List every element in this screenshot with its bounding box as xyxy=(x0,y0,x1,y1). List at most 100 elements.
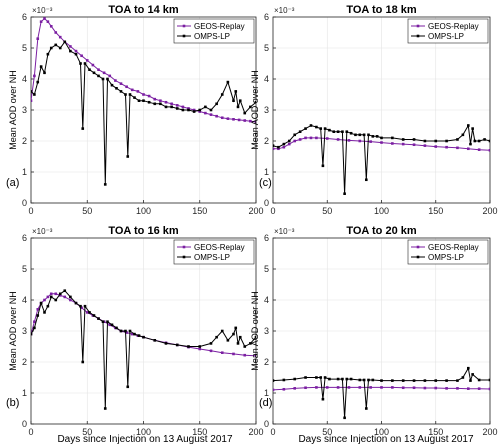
data-point xyxy=(101,77,105,81)
data-point xyxy=(238,335,242,339)
data-point xyxy=(58,292,62,296)
data-point xyxy=(412,143,416,147)
y-tick-label: 5 xyxy=(22,43,27,53)
series-geos-replay xyxy=(273,386,490,392)
data-point xyxy=(97,317,100,320)
y-tick-label: 6 xyxy=(264,233,269,243)
data-point xyxy=(133,332,136,336)
data-point xyxy=(153,339,157,342)
data-point xyxy=(471,373,474,376)
data-point xyxy=(336,377,340,381)
data-point xyxy=(79,304,82,308)
series-line xyxy=(31,293,256,357)
data-point xyxy=(204,111,207,115)
data-point xyxy=(488,378,490,382)
data-point xyxy=(273,379,275,382)
data-point xyxy=(304,376,307,379)
data-point xyxy=(108,323,112,327)
data-point xyxy=(108,74,112,78)
data-point xyxy=(102,71,106,75)
data-point xyxy=(46,304,50,308)
data-point xyxy=(69,49,72,53)
legend-box xyxy=(407,18,489,44)
data-point xyxy=(336,138,340,141)
data-point xyxy=(380,136,383,140)
data-point xyxy=(412,379,416,382)
data-point xyxy=(401,138,405,141)
legend-label: OMPS-LP xyxy=(428,32,464,41)
data-point xyxy=(254,335,256,339)
data-point xyxy=(434,379,438,382)
data-point xyxy=(46,20,50,23)
y-tick-label: 5 xyxy=(264,43,269,53)
data-point xyxy=(46,295,50,299)
y-tick-label: 6 xyxy=(22,12,27,22)
data-point xyxy=(332,130,336,133)
data-point xyxy=(147,100,151,104)
data-point xyxy=(36,80,40,84)
y-tick-label: 6 xyxy=(264,12,269,22)
data-point xyxy=(304,127,307,130)
series-line xyxy=(31,290,256,409)
data-point xyxy=(456,138,459,141)
x-tick-label: 100 xyxy=(136,427,151,437)
data-point xyxy=(36,37,40,40)
x-tick-label: 100 xyxy=(136,206,151,216)
data-point xyxy=(477,378,481,382)
y-tick-label: 0 xyxy=(22,198,27,208)
data-point xyxy=(461,376,465,379)
data-point xyxy=(237,118,241,122)
x-axis-label-left: Days since Injection on 13 August 2017 xyxy=(57,434,233,445)
data-point xyxy=(349,131,353,135)
x-tick-label: 0 xyxy=(28,427,33,437)
data-point xyxy=(325,386,329,389)
x-tick-label: 100 xyxy=(374,427,389,437)
data-point xyxy=(365,178,368,182)
x-axis-label-right: Days since Injection on 13 August 2017 xyxy=(298,434,474,445)
y-tick-label: 4 xyxy=(22,295,27,305)
data-point xyxy=(119,90,123,93)
data-point xyxy=(238,99,242,102)
data-point xyxy=(130,332,134,336)
data-point xyxy=(461,133,465,137)
data-point xyxy=(39,301,43,305)
data-point xyxy=(349,377,353,381)
data-point xyxy=(456,379,459,382)
data-point xyxy=(467,387,470,390)
data-point xyxy=(315,376,318,379)
y-axis-label: Mean AOD over NH xyxy=(8,70,18,150)
y-tick-label: 1 xyxy=(264,388,269,398)
x-tick-label: 50 xyxy=(82,206,92,216)
data-point xyxy=(159,99,162,102)
data-point xyxy=(215,114,218,118)
data-point xyxy=(234,326,238,330)
x-tick-label: 200 xyxy=(482,206,497,216)
data-point xyxy=(153,97,157,101)
data-point xyxy=(97,68,100,71)
data-point xyxy=(33,74,36,78)
data-point xyxy=(467,124,470,127)
data-point xyxy=(49,292,53,296)
data-point xyxy=(85,59,89,62)
series-omps-lp xyxy=(273,123,490,195)
data-point xyxy=(232,332,235,336)
legend-label: OMPS-LP xyxy=(194,32,230,41)
data-point xyxy=(209,342,213,345)
data-point xyxy=(412,386,416,390)
data-point xyxy=(345,377,349,381)
data-point xyxy=(115,87,118,90)
panel-label: (a) xyxy=(6,177,19,189)
data-point xyxy=(54,292,58,296)
data-point xyxy=(483,138,486,141)
data-point xyxy=(354,133,357,137)
data-point xyxy=(293,377,296,381)
y-tick-label: 0 xyxy=(264,419,269,429)
data-point xyxy=(49,25,53,28)
data-point xyxy=(80,306,83,310)
data-point xyxy=(33,326,36,330)
data-point xyxy=(412,138,416,141)
data-point xyxy=(369,140,372,143)
data-point xyxy=(445,379,448,382)
